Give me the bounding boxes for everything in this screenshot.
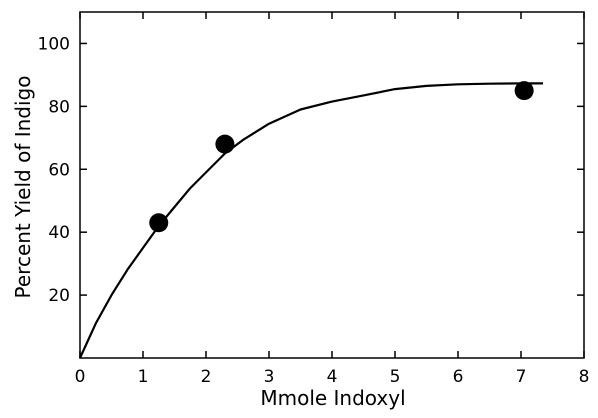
x-tick-label: 4 <box>327 367 338 387</box>
fitted-curve-line <box>78 82 543 359</box>
data-point <box>149 213 169 233</box>
plot-frame <box>79 11 585 359</box>
data-point <box>514 81 534 101</box>
y-tick-label: 100 <box>38 34 70 54</box>
x-tick-label: 5 <box>390 367 401 387</box>
y-tick-label: 40 <box>48 223 70 243</box>
x-tick-label: 3 <box>264 367 275 387</box>
x-tick-label: 2 <box>201 367 212 387</box>
x-tick-label: 0 <box>75 367 86 387</box>
y-tick-label: 20 <box>48 286 70 306</box>
y-axis-label: Percent Yield of Indigo <box>11 76 35 299</box>
x-tick-label: 1 <box>138 367 149 387</box>
x-tick-label: 8 <box>579 367 590 387</box>
x-tick-label: 6 <box>453 367 464 387</box>
y-tick-label: 80 <box>48 97 70 117</box>
data-point <box>215 134 235 154</box>
y-tick-label: 60 <box>48 160 70 180</box>
x-axis-label: Mmole Indoxyl <box>260 386 405 410</box>
x-tick-label: 7 <box>516 367 527 387</box>
